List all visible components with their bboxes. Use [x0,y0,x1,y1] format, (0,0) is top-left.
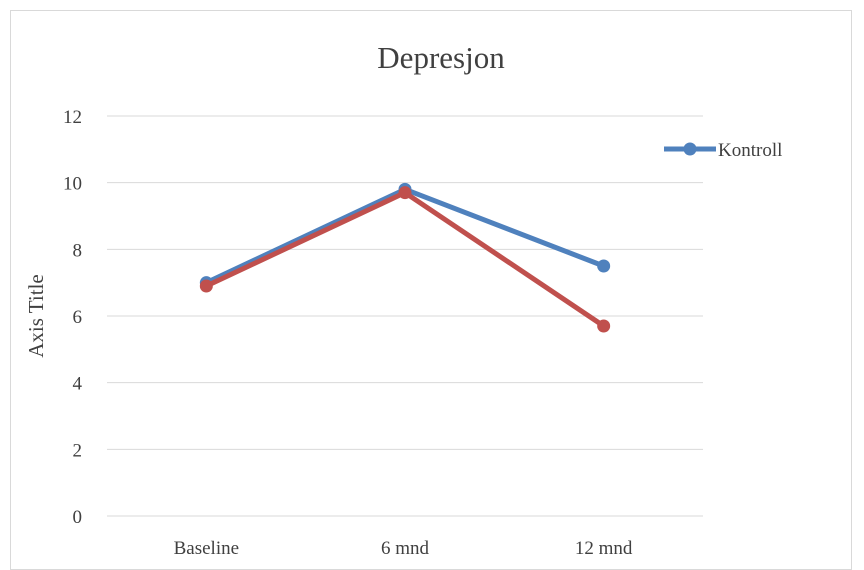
chart-frame [10,10,852,570]
x-tick-label: 12 mnd [575,538,633,559]
series-layer [199,182,611,333]
y-tick-label: 4 [73,374,83,395]
data-point [398,186,412,200]
series-line [203,190,607,329]
x-tick-label: 6 mnd [381,538,430,559]
legend-marker [683,142,697,156]
legend[interactable]: Kontroll [664,140,782,161]
y-tick-label: 0 [73,507,83,528]
grid-layer [107,115,703,517]
x-tick-label: Baseline [174,538,239,559]
y-tick-label: 2 [73,440,83,461]
y-tick-label: 6 [73,307,83,328]
x-tick-labels: Baseline 6 mnd 12 mnd [174,538,633,559]
legend-label: Kontroll [718,140,782,161]
y-axis-title: Axis Title [24,274,48,357]
legend-item[interactable]: Kontroll [664,140,782,161]
series-line [203,186,607,286]
y-tick-labels: 0 2 4 6 8 10 12 [63,107,83,528]
y-tick-label: 10 [63,174,82,195]
data-point [597,319,611,333]
y-tick-label: 12 [63,107,82,128]
chart-title: Depresjon [377,40,505,75]
data-point [199,279,213,293]
y-tick-label: 8 [73,240,83,261]
series-2 [199,186,611,333]
data-point [597,259,611,273]
